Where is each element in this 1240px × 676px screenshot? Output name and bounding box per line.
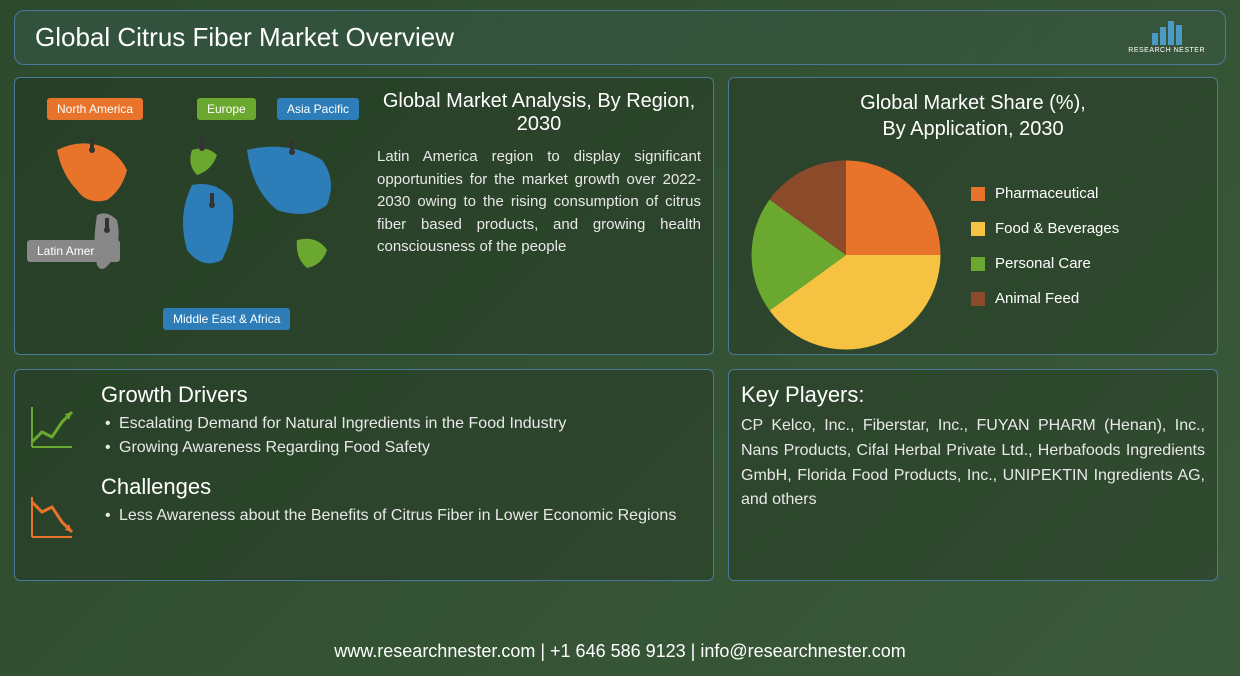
growth-up-icon <box>27 402 77 452</box>
drivers-challenges-panel: Growth Drivers Escalating Demand for Nat… <box>14 369 714 581</box>
pie-chart <box>741 150 951 360</box>
market-share-panel: Global Market Share (%),By Application, … <box>728 77 1218 355</box>
legend-swatch <box>971 257 985 271</box>
legend-label: Animal Feed <box>995 290 1079 307</box>
key-players-text: CP Kelco, Inc., Fiberstar, Inc., FUYAN P… <box>741 414 1205 513</box>
list-item: Less Awareness about the Benefits of Cit… <box>101 504 701 528</box>
logo-text: RESEARCH NESTER <box>1128 47 1205 54</box>
challenges-list: Less Awareness about the Benefits of Cit… <box>101 504 701 528</box>
world-map-icon <box>37 120 357 310</box>
region-label-north-america: North America <box>47 98 143 120</box>
legend-item: Food & Beverages <box>971 220 1205 237</box>
growth-drivers-heading: Growth Drivers <box>101 382 701 408</box>
legend-label: Food & Beverages <box>995 220 1119 237</box>
key-players-heading: Key Players: <box>741 382 1205 408</box>
legend-label: Pharmaceutical <box>995 185 1098 202</box>
page-title: Global Citrus Fiber Market Overview <box>35 22 454 53</box>
title-bar: Global Citrus Fiber Market Overview RESE… <box>14 10 1226 65</box>
legend-item: Personal Care <box>971 255 1205 272</box>
legend-item: Pharmaceutical <box>971 185 1205 202</box>
region-label-asia-pacific: Asia Pacific <box>277 98 359 120</box>
region-analysis-text: Global Market Analysis, By Region, 2030 … <box>377 90 701 342</box>
legend-item: Animal Feed <box>971 290 1205 307</box>
legend-label: Personal Care <box>995 255 1091 272</box>
list-item: Escalating Demand for Natural Ingredient… <box>101 412 701 436</box>
key-players-panel: Key Players: CP Kelco, Inc., Fiberstar, … <box>728 369 1218 581</box>
drivers-list: Escalating Demand for Natural Ingredient… <box>101 412 701 460</box>
region-label-middle-east-africa: Middle East & Africa <box>163 308 290 330</box>
world-map-area: North America Europe Asia Pacific Latin … <box>27 90 367 342</box>
footer-contact: www.researchnester.com | +1 646 586 9123… <box>0 641 1240 662</box>
pie-legend: Pharmaceutical Food & Beverages Personal C… <box>971 185 1205 325</box>
legend-swatch <box>971 222 985 236</box>
challenge-down-icon <box>27 492 77 542</box>
logo-bars-icon <box>1152 21 1182 45</box>
challenges-heading: Challenges <box>101 474 701 500</box>
legend-swatch <box>971 292 985 306</box>
legend-swatch <box>971 187 985 201</box>
region-analysis-title: Global Market Analysis, By Region, 2030 <box>377 90 701 136</box>
list-item: Growing Awareness Regarding Food Safety <box>101 436 701 460</box>
pie-title: Global Market Share (%),By Application, … <box>741 90 1205 142</box>
region-analysis-panel: North America Europe Asia Pacific Latin … <box>14 77 714 355</box>
logo: RESEARCH NESTER <box>1128 21 1205 54</box>
region-analysis-description: Latin America region to display signific… <box>377 146 701 259</box>
region-label-europe: Europe <box>197 98 256 120</box>
